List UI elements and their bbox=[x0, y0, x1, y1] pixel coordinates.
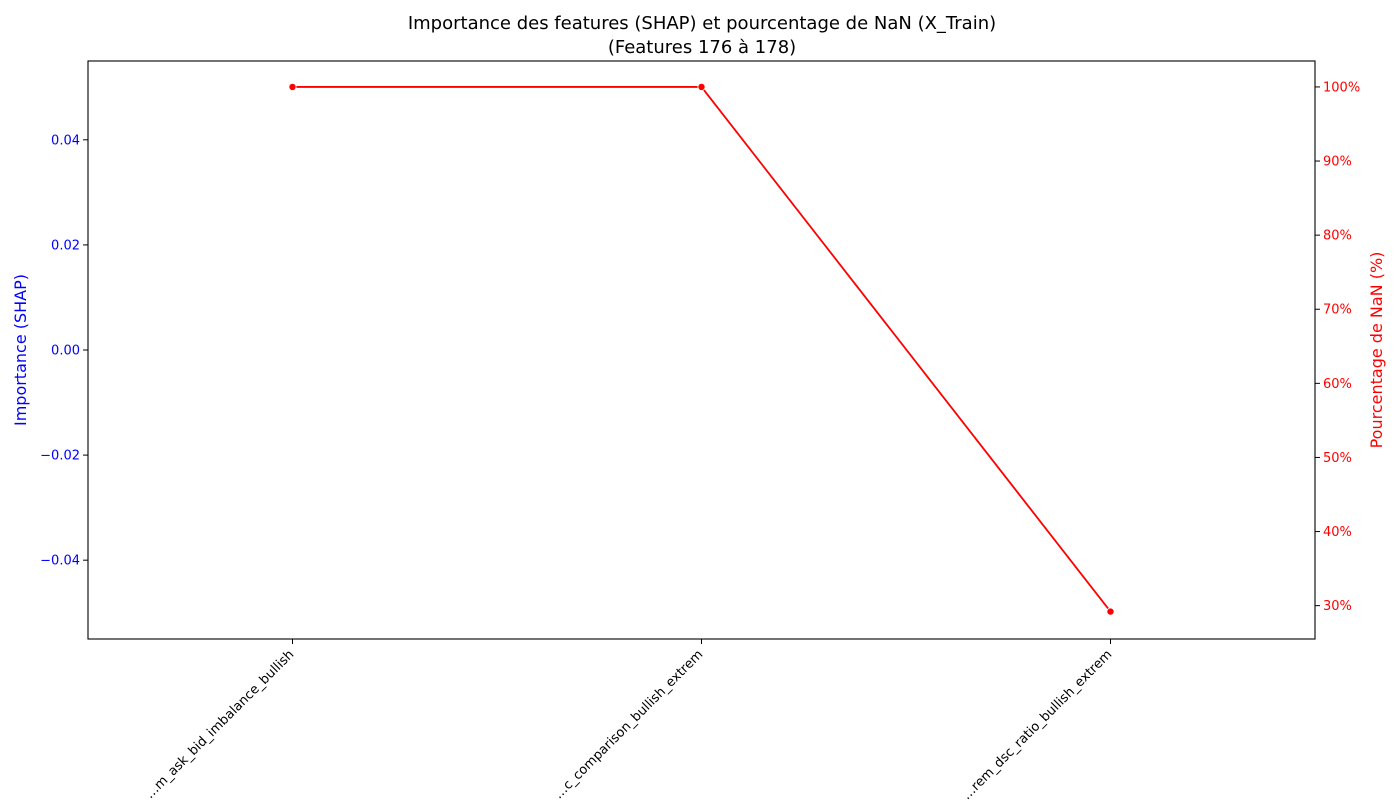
right-axis-tick-label: 70% bbox=[1323, 303, 1352, 318]
left-axis-tick-label: 0.02 bbox=[51, 238, 80, 253]
nan-percentage-point bbox=[697, 82, 706, 91]
right-axis-tick-label: 50% bbox=[1323, 451, 1352, 466]
right-axis-tick-label: 30% bbox=[1323, 599, 1352, 614]
left-axis-label: Importance (SHAP) bbox=[11, 274, 30, 426]
right-axis-tick-label: 40% bbox=[1323, 525, 1352, 540]
plot-frame bbox=[87, 60, 1316, 640]
chart-subtitle: (Features 176 à 178) bbox=[608, 37, 796, 58]
right-axis-tick-label: 80% bbox=[1323, 229, 1352, 244]
right-axis-tick-label: 60% bbox=[1323, 377, 1352, 392]
chart-title: Importance des features (SHAP) et pource… bbox=[408, 13, 996, 34]
right-axis-tick-label: 90% bbox=[1323, 155, 1352, 170]
left-axis-tick-label: −0.04 bbox=[40, 554, 80, 569]
nan-percentage-point bbox=[288, 82, 297, 91]
left-axis-tick-label: 0.00 bbox=[51, 344, 80, 359]
left-axis-tick-label: 0.04 bbox=[51, 133, 80, 148]
left-axis-tick-label: −0.02 bbox=[40, 449, 80, 464]
nan-percentage-point bbox=[1106, 607, 1115, 616]
right-axis-tick-label: 100% bbox=[1323, 80, 1360, 95]
right-axis-label: Pourcentage de NaN (%) bbox=[1367, 252, 1386, 449]
